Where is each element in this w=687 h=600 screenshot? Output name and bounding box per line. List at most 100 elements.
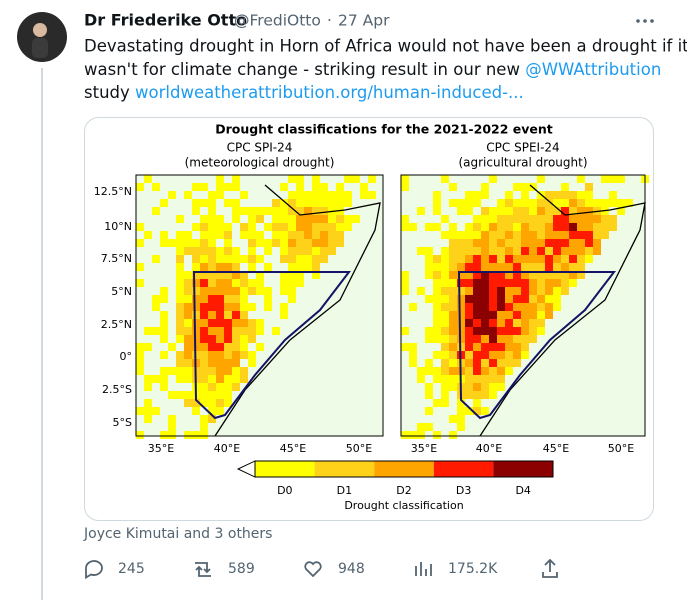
liked-by[interactable]: Joyce Kimutai and 3 others (83, 526, 272, 542)
map-cell (224, 271, 232, 279)
map-cell (144, 175, 152, 183)
map-cell (208, 303, 216, 311)
map-cell (537, 223, 545, 231)
map-cell (465, 255, 473, 263)
author-name[interactable]: Dr Friederike Otto (84, 11, 247, 30)
map-cell (232, 335, 240, 343)
map-cell (521, 343, 529, 351)
map-cell (328, 215, 336, 223)
more-menu[interactable] (636, 19, 654, 23)
map-cell (465, 287, 473, 295)
map-cell (441, 391, 449, 399)
map-cell (401, 343, 409, 351)
map-cell (441, 287, 449, 295)
map-cell (569, 191, 577, 199)
mention[interactable]: @WWAttribution (525, 60, 661, 79)
map-cell (489, 279, 497, 287)
region-outline (457, 271, 617, 420)
map-cell (489, 271, 497, 279)
map-cell (184, 319, 192, 327)
map-cell (224, 231, 232, 239)
map-cell (240, 367, 248, 375)
map-cell (585, 231, 593, 239)
map-cell (160, 335, 168, 343)
map-cell (473, 215, 481, 223)
map-cell (457, 295, 465, 303)
map-cell (545, 191, 553, 199)
map-cell (449, 327, 457, 335)
map-cell (449, 199, 457, 207)
map-cell (497, 199, 505, 207)
map-cell (433, 271, 441, 279)
map-cell (168, 239, 176, 247)
map-cell (481, 271, 489, 279)
map-cell (513, 231, 521, 239)
map-cell (248, 255, 256, 263)
map-cell (425, 335, 433, 343)
map-cell (184, 191, 192, 199)
map-cell (208, 335, 216, 343)
map-cell (441, 327, 449, 335)
map-cell (248, 287, 256, 295)
map-cell (304, 199, 312, 207)
map-cell (176, 335, 184, 343)
like-icon[interactable] (304, 561, 322, 578)
reply-icon[interactable] (85, 560, 103, 580)
map-cell (320, 239, 328, 247)
map-cell (441, 263, 449, 271)
map-cell (505, 335, 513, 343)
map-cell (441, 375, 449, 383)
map-cell (569, 207, 577, 215)
y-axis-label: 5°S (113, 416, 132, 429)
map-cell (264, 223, 272, 231)
map-cell (160, 287, 168, 295)
map-cell (160, 239, 168, 247)
map-cell (256, 231, 264, 239)
map-cell (577, 231, 585, 239)
avatar[interactable] (17, 12, 67, 62)
map-cell (200, 415, 208, 423)
map-cell (144, 407, 152, 415)
legend-label: D3 (456, 484, 471, 497)
map-cell (593, 239, 601, 247)
map-cell (513, 271, 521, 279)
map-cell (288, 207, 296, 215)
map-cell (144, 343, 152, 351)
map-cell (200, 319, 208, 327)
map-cell (232, 327, 240, 335)
link[interactable]: worldweatherattribution.org/human-induce… (135, 83, 524, 102)
map-cell (449, 431, 457, 439)
map-cell (569, 223, 577, 231)
views-icon[interactable] (415, 562, 432, 576)
map-cell (481, 231, 489, 239)
map-cell (489, 223, 497, 231)
map-cell (417, 431, 425, 439)
handle[interactable]: @FrediOtto (234, 12, 321, 30)
map-cell (192, 279, 200, 287)
map-cell (184, 327, 192, 335)
map-cell (216, 255, 224, 263)
share-icon[interactable] (542, 558, 558, 578)
map-cell (312, 175, 320, 183)
map-cell (216, 327, 224, 335)
map-cell (248, 327, 256, 335)
map-cell (513, 207, 521, 215)
map-cell (288, 215, 296, 223)
map-cell (489, 367, 497, 375)
map-cell (328, 231, 336, 239)
map-cell (593, 215, 601, 223)
map-cell (561, 207, 569, 215)
map-cell (280, 247, 288, 255)
date[interactable]: 27 Apr (338, 12, 390, 30)
retweet-icon[interactable] (195, 562, 211, 577)
map-cell (473, 303, 481, 311)
map-cell (160, 431, 168, 439)
map-cell (481, 351, 489, 359)
map-cell (449, 239, 457, 247)
map-cell (529, 215, 537, 223)
map-cell (168, 367, 176, 375)
map-cell (216, 311, 224, 319)
map-cell (296, 223, 304, 231)
y-axis-label: 0° (120, 350, 133, 363)
map-cell (585, 207, 593, 215)
